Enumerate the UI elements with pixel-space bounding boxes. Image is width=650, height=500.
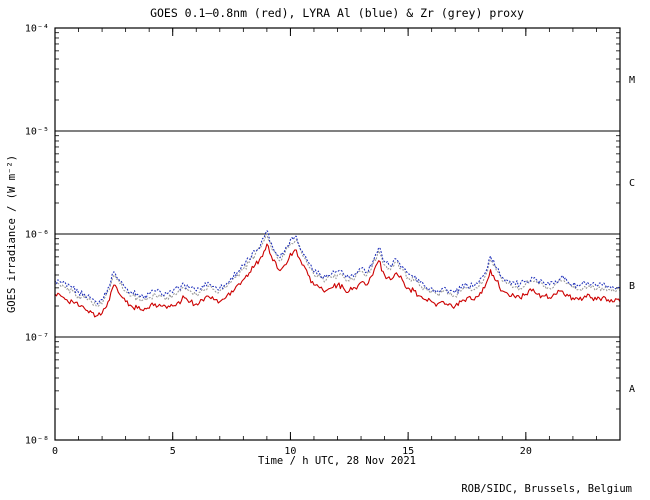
series-goes [54, 243, 621, 318]
series-lyra-zr [54, 233, 621, 308]
x-axis-label: Time / h UTC, 28 Nov 2021 [258, 455, 416, 467]
x-tick-label: 20 [520, 446, 532, 457]
x-tick-label: 5 [170, 446, 176, 457]
y-tick-label: 10⁻⁶ [25, 230, 49, 241]
y-tick-label: 10⁻⁷ [25, 333, 49, 344]
flare-class-label-M: M [629, 75, 635, 86]
plot-area: 10⁻⁸ 10⁻⁷ 10⁻⁶ 10⁻⁵ 10⁻⁴ 0 5 10 15 20 M C B A [25, 24, 635, 458]
x-tick-label: 0 [52, 446, 58, 457]
y-tick-label: 10⁻⁴ [25, 24, 49, 35]
flare-class-label-A: A [629, 384, 635, 395]
flare-class-label-C: C [629, 178, 635, 189]
chart-title: GOES 0.1–0.8nm (red), LYRA Al (blue) & Z… [150, 6, 524, 20]
x-tick-label: 10 [284, 446, 296, 457]
flare-class-label-B: B [629, 281, 635, 292]
credit-text: ROB/SIDC, Brussels, Belgium [461, 483, 632, 495]
y-axis-ticks: 10⁻⁸ 10⁻⁷ 10⁻⁶ 10⁻⁵ 10⁻⁴ [25, 24, 620, 447]
y-axis-label: GOES irradiance / (W m⁻²) [6, 155, 18, 313]
plot-frame [54, 27, 621, 441]
class-boundary-lines [55, 130, 620, 338]
x-axis-ticks: 0 5 10 15 20 [52, 28, 621, 457]
x-tick-label: 15 [402, 446, 414, 457]
y-tick-label: 10⁻⁸ [25, 436, 49, 447]
y-tick-label: 10⁻⁵ [25, 127, 49, 138]
